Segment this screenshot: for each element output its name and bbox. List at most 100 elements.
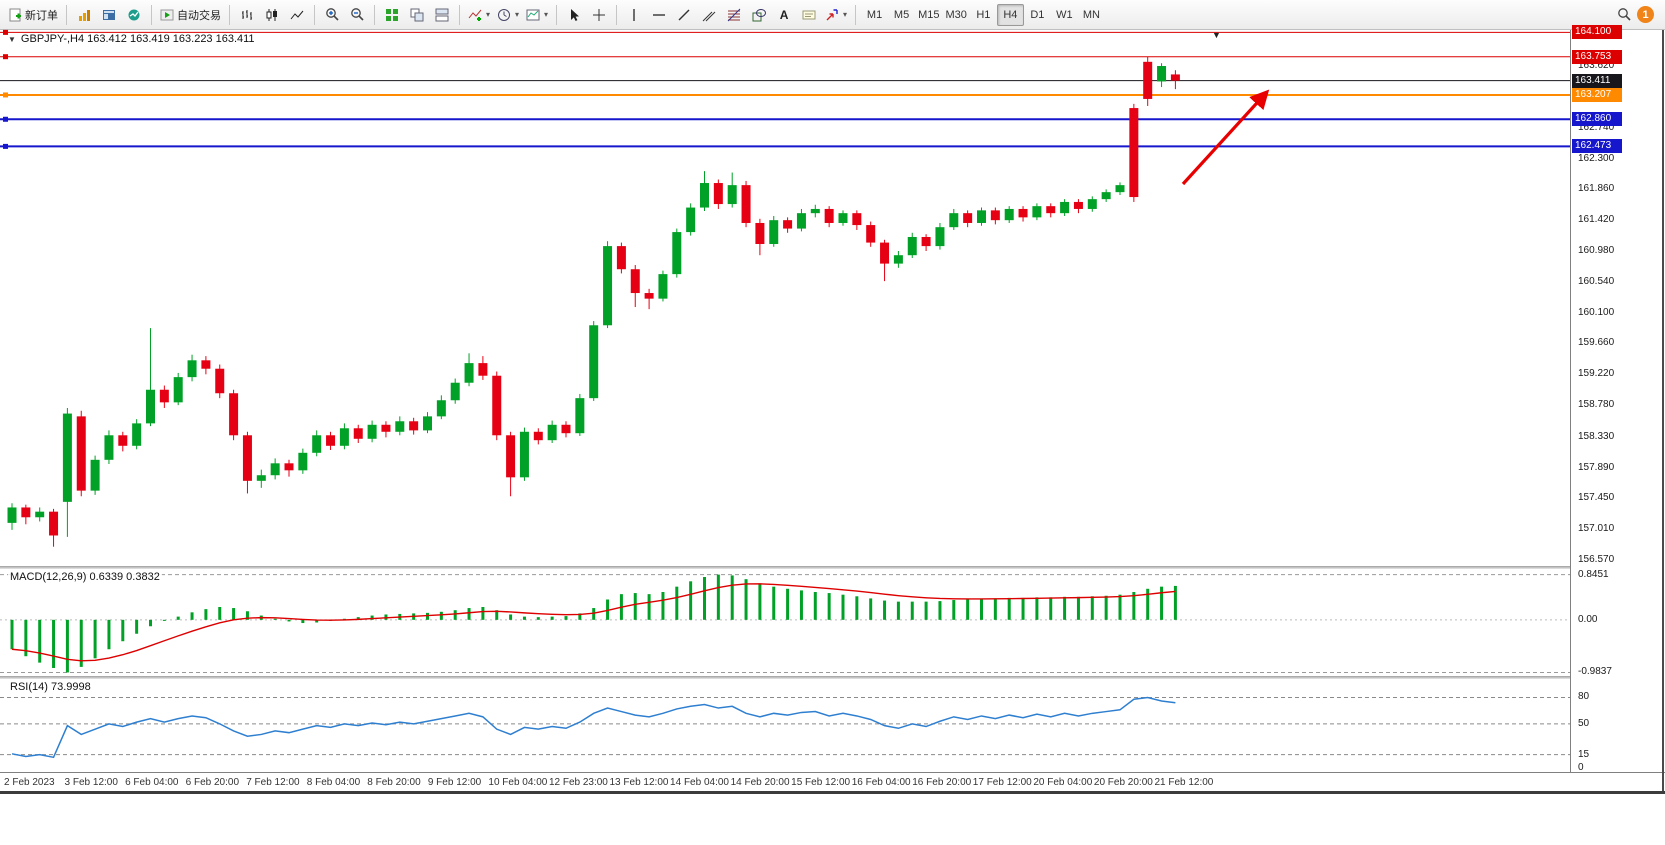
candle (146, 389, 155, 424)
candle (395, 421, 405, 432)
candle (630, 269, 640, 294)
dropdown-arrow-icon: ▾ (486, 10, 491, 19)
macd-panel-canvas[interactable] (0, 569, 1570, 676)
shapes-icon (752, 8, 767, 21)
candle (49, 511, 59, 536)
new-chart-button[interactable] (72, 3, 96, 27)
trend-arrow-annotation[interactable] (1181, 89, 1270, 186)
candle (436, 400, 446, 417)
templates-icon (526, 9, 540, 20)
candle (464, 363, 474, 383)
panel-splitter[interactable] (0, 676, 1665, 679)
templates-button[interactable]: ▾ (523, 3, 551, 27)
channel-button[interactable] (697, 3, 721, 27)
time-axis-label: 20 Feb 20:00 (1093, 777, 1153, 788)
auto-trading-button[interactable]: 自动交易 (157, 3, 224, 27)
timeframe-d1-button[interactable]: D1 (1030, 8, 1045, 21)
shapes-button[interactable] (747, 3, 771, 27)
line-drag-handle[interactable] (3, 116, 8, 122)
candle (187, 360, 197, 378)
candle (423, 416, 432, 431)
rsi-panel-canvas[interactable] (0, 679, 1570, 772)
line-drag-handle[interactable] (3, 143, 8, 149)
line-chart-button[interactable] (285, 3, 309, 27)
indicators-button[interactable]: ▾ (465, 3, 493, 27)
horizontal-line-button[interactable] (647, 3, 671, 27)
search-button[interactable] (1612, 3, 1636, 27)
channel-icon (702, 11, 716, 21)
timeframe-m1-button[interactable]: M1 (866, 8, 883, 21)
new-order-button[interactable]: 新订单 (5, 3, 61, 27)
price-axis-label: 160.100 (1578, 306, 1615, 318)
crosshair-button[interactable] (587, 3, 611, 27)
new-order-label: 新订单 (25, 9, 58, 22)
candle (1170, 74, 1180, 81)
macd-signal-line (11, 583, 1176, 662)
fibonacci-button[interactable] (722, 3, 746, 27)
vertical-line-button[interactable] (622, 3, 646, 27)
notification-badge[interactable]: 1 (1637, 6, 1654, 23)
candlestick-chart-button[interactable] (260, 3, 284, 27)
timeframe-m15-button[interactable]: M15 (918, 8, 940, 21)
cascade-windows-button[interactable] (405, 3, 429, 27)
cursor-button[interactable] (562, 3, 586, 27)
symbol-ohlc-text: GBPJPY-,H4 163.412 163.419 163.223 163.4… (20, 33, 255, 45)
panel-splitter[interactable] (0, 566, 1665, 569)
bar-chart-button[interactable] (235, 3, 259, 27)
symbol-ohlc-line: ▼ GBPJPY-,H4 163.412 163.419 163.223 163… (8, 33, 255, 45)
macd-label: MACD(12,26,9) 0.6339 0.3832 (8, 571, 162, 583)
indicators-icon (468, 9, 482, 21)
line-drag-handle[interactable] (3, 92, 8, 98)
timeframe-h4-button[interactable]: H4 (996, 3, 1024, 26)
candle (1073, 201, 1083, 209)
chart-shift-marker[interactable]: ▼ (1212, 30, 1221, 40)
text-tool-button[interactable]: A (772, 3, 796, 27)
price-line-label: 163.411 (1572, 73, 1622, 88)
candle (658, 274, 668, 299)
candle (201, 360, 211, 369)
chart-window: ▼ GBPJPY-,H4 163.412 163.419 163.223 163… (0, 25, 1665, 845)
profiles-icon (103, 9, 115, 20)
auto-trading-icon (160, 9, 174, 20)
arrows-button[interactable]: ▾ (822, 3, 850, 27)
label-button[interactable] (797, 3, 821, 27)
candle (977, 210, 986, 223)
line-drag-handle[interactable] (3, 29, 8, 35)
timeframe-m30-button[interactable]: M30 (945, 8, 967, 21)
candle (935, 227, 945, 247)
market-watch-button[interactable] (122, 3, 146, 27)
arrange-windows-button[interactable] (430, 3, 454, 27)
candle (1060, 201, 1070, 214)
line-drag-handle[interactable] (3, 54, 8, 60)
time-axis-label: 8 Feb 04:00 (306, 777, 361, 788)
candle (755, 222, 765, 244)
candle (62, 413, 72, 502)
toolbar-separator (616, 4, 618, 25)
candle (35, 511, 45, 518)
time-axis[interactable]: 2 Feb 2023 3 Feb 12:00 6 Feb 04:00 6 Feb 20… (0, 772, 1665, 791)
candle (7, 507, 17, 523)
timeframe-m5-button[interactable]: M5 (893, 8, 910, 21)
rsi-line (11, 696, 1176, 759)
timeframe-h1-button[interactable]: H1 (976, 8, 991, 21)
profiles-button[interactable] (97, 3, 121, 27)
candle (713, 183, 723, 205)
time-axis-label: 8 Feb 20:00 (367, 777, 421, 788)
time-axis-label: 20 Feb 04:00 (1033, 777, 1093, 788)
price-line-label: 163.207 (1572, 87, 1622, 102)
price-axis[interactable]: 163.620 162.740 162.300 161.860 161.420 160.9… (1570, 25, 1665, 791)
time-axis-label: 6 Feb 20:00 (185, 777, 240, 788)
clock-icon (498, 8, 511, 21)
trendline-button[interactable] (672, 3, 696, 27)
candle (118, 435, 128, 446)
time-axis-label: 16 Feb 04:00 (851, 777, 911, 788)
timeframe-w1-button[interactable]: W1 (1056, 8, 1073, 21)
candle (727, 185, 737, 205)
tile-windows-button[interactable] (380, 3, 404, 27)
periods-button[interactable]: ▾ (494, 3, 522, 27)
timeframe-mn-button[interactable]: MN (1082, 8, 1100, 21)
zoom-out-button[interactable] (345, 3, 369, 27)
candle (298, 452, 308, 471)
price-chart-canvas[interactable] (0, 29, 1570, 566)
zoom-in-button[interactable] (320, 3, 344, 27)
